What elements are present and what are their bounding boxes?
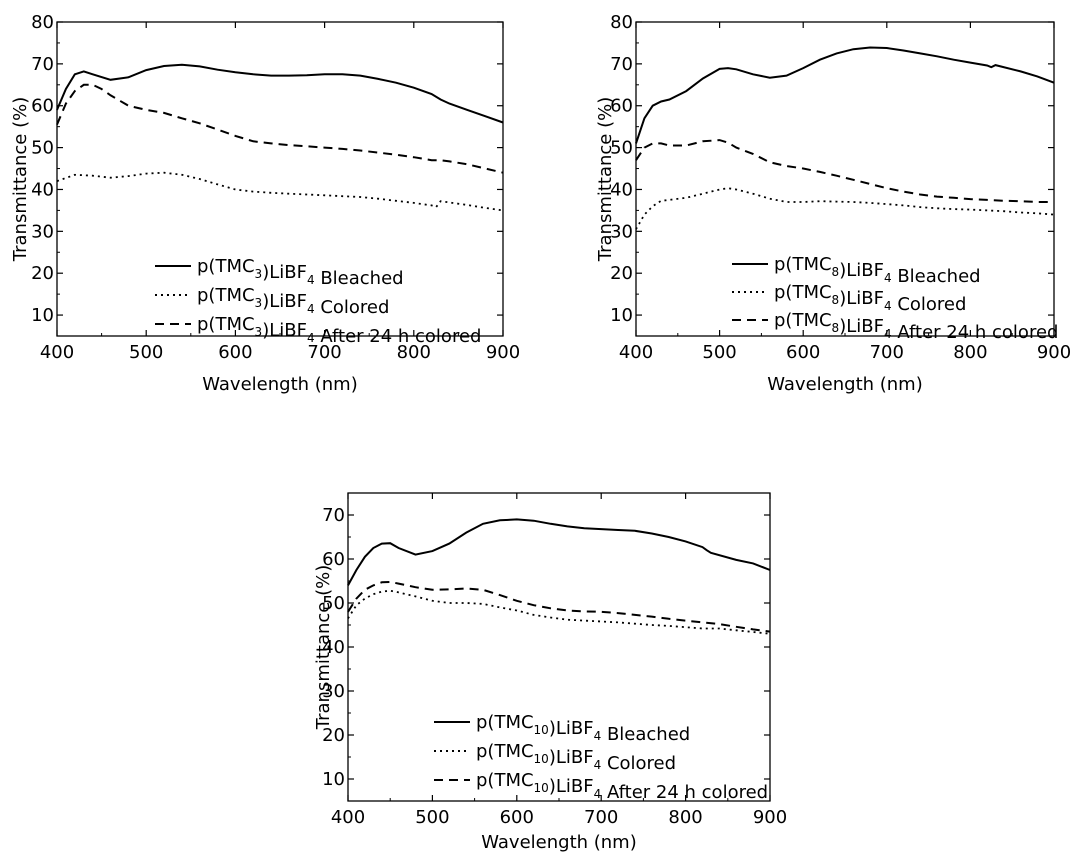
x-tick-label: 400: [40, 342, 74, 363]
y-tick-label: 10: [31, 305, 54, 326]
y-tick-label: 30: [31, 221, 54, 242]
y-axis-label: Transmittance (%): [10, 97, 31, 263]
y-tick-label: 50: [610, 138, 633, 159]
y-tick-label: 20: [610, 263, 633, 284]
series-line-solid: [56, 63, 504, 124]
series-line-dotted: [635, 187, 1055, 230]
legend-entry: p(TMC3)LiBF4 After 24 h colored: [197, 314, 481, 347]
x-tick-label: 700: [307, 342, 341, 363]
x-tick-label: 800: [953, 342, 987, 363]
chart-panel-2: 400 500 600 700 800 900 10 20 30 40 50 60 70 80 Wavele…: [595, 12, 1071, 395]
chart-panel-3: 400 500 600 700 800 900 10 20 30 40 50 60 70 Waveleng…: [313, 492, 787, 853]
y-axis-label: Transmittance (%): [313, 565, 334, 731]
y-tick-label: 40: [31, 179, 54, 200]
series-line-dashed: [347, 580, 771, 633]
y-tick-label: 70: [322, 505, 345, 526]
y-tick-label: 80: [31, 12, 54, 33]
y-tick-label: 70: [610, 54, 633, 75]
y-tick-label: 20: [322, 725, 345, 746]
y-tick-label: 10: [322, 769, 345, 790]
legend-entry: p(TMC8)LiBF4 Bleached: [774, 254, 981, 287]
y-tick-label: 40: [322, 637, 345, 658]
x-axis-label: Wavelength (nm): [202, 374, 358, 395]
y-tick-label: 60: [610, 96, 633, 117]
y-tick-label: 40: [610, 179, 633, 200]
y-tick-label: 50: [31, 138, 54, 159]
x-tick-label: 500: [129, 342, 163, 363]
x-tick-label: 600: [500, 807, 534, 828]
y-tick-label: 50: [322, 593, 345, 614]
legend-entry: p(TMC8)LiBF4 Colored: [774, 282, 966, 315]
y-tick-label: 30: [610, 221, 633, 242]
series-line-dotted: [347, 589, 771, 635]
x-tick-label: 400: [331, 807, 365, 828]
series-line-solid: [635, 46, 1055, 144]
legend-entry: p(TMC3)LiBF4 Colored: [197, 285, 389, 318]
series-line-dashed: [635, 139, 1054, 203]
y-tick-label: 60: [31, 96, 54, 117]
legend-entry: p(TMC3)LiBF4 Bleached: [197, 256, 404, 289]
legend-entry: p(TMC10)LiBF4 After 24 h colored: [476, 770, 768, 803]
legend-entry: p(TMC10)LiBF4 Colored: [476, 741, 676, 774]
x-tick-label: 900: [753, 807, 787, 828]
series-line-dotted: [56, 171, 504, 212]
x-tick-label: 500: [415, 807, 449, 828]
x-tick-label: 800: [668, 807, 702, 828]
x-axis-label: Wavelength (nm): [481, 832, 637, 853]
series-line-dashed: [56, 83, 504, 174]
x-tick-label: 900: [1037, 342, 1071, 363]
legend-entry: p(TMC10)LiBF4 Bleached: [476, 712, 690, 745]
x-axis-label: Wavelength (nm): [767, 374, 923, 395]
x-tick-label: 500: [702, 342, 736, 363]
x-tick-label: 600: [218, 342, 252, 363]
y-tick-label: 30: [322, 681, 345, 702]
y-tick-label: 10: [610, 305, 633, 326]
x-tick-label: 700: [584, 807, 618, 828]
series-line-solid: [347, 518, 771, 586]
legend-entry: p(TMC8)LiBF4 After 24 h colored: [774, 310, 1058, 343]
y-tick-label: 60: [322, 549, 345, 570]
chart-panel-1: 400 500 600 700 800 900 10 20 30 40 50 60 70 80 Wavele…: [10, 12, 520, 395]
y-tick-label: 70: [31, 54, 54, 75]
y-tick-label: 20: [31, 263, 54, 284]
plot-frame: [56, 21, 504, 337]
x-tick-label: 700: [870, 342, 904, 363]
x-tick-label: 600: [786, 342, 820, 363]
y-axis-label: Transmittance (%): [595, 97, 616, 263]
y-tick-label: 80: [610, 12, 633, 33]
x-tick-label: 400: [619, 342, 653, 363]
x-tick-label: 800: [397, 342, 431, 363]
x-tick-label: 900: [486, 342, 520, 363]
